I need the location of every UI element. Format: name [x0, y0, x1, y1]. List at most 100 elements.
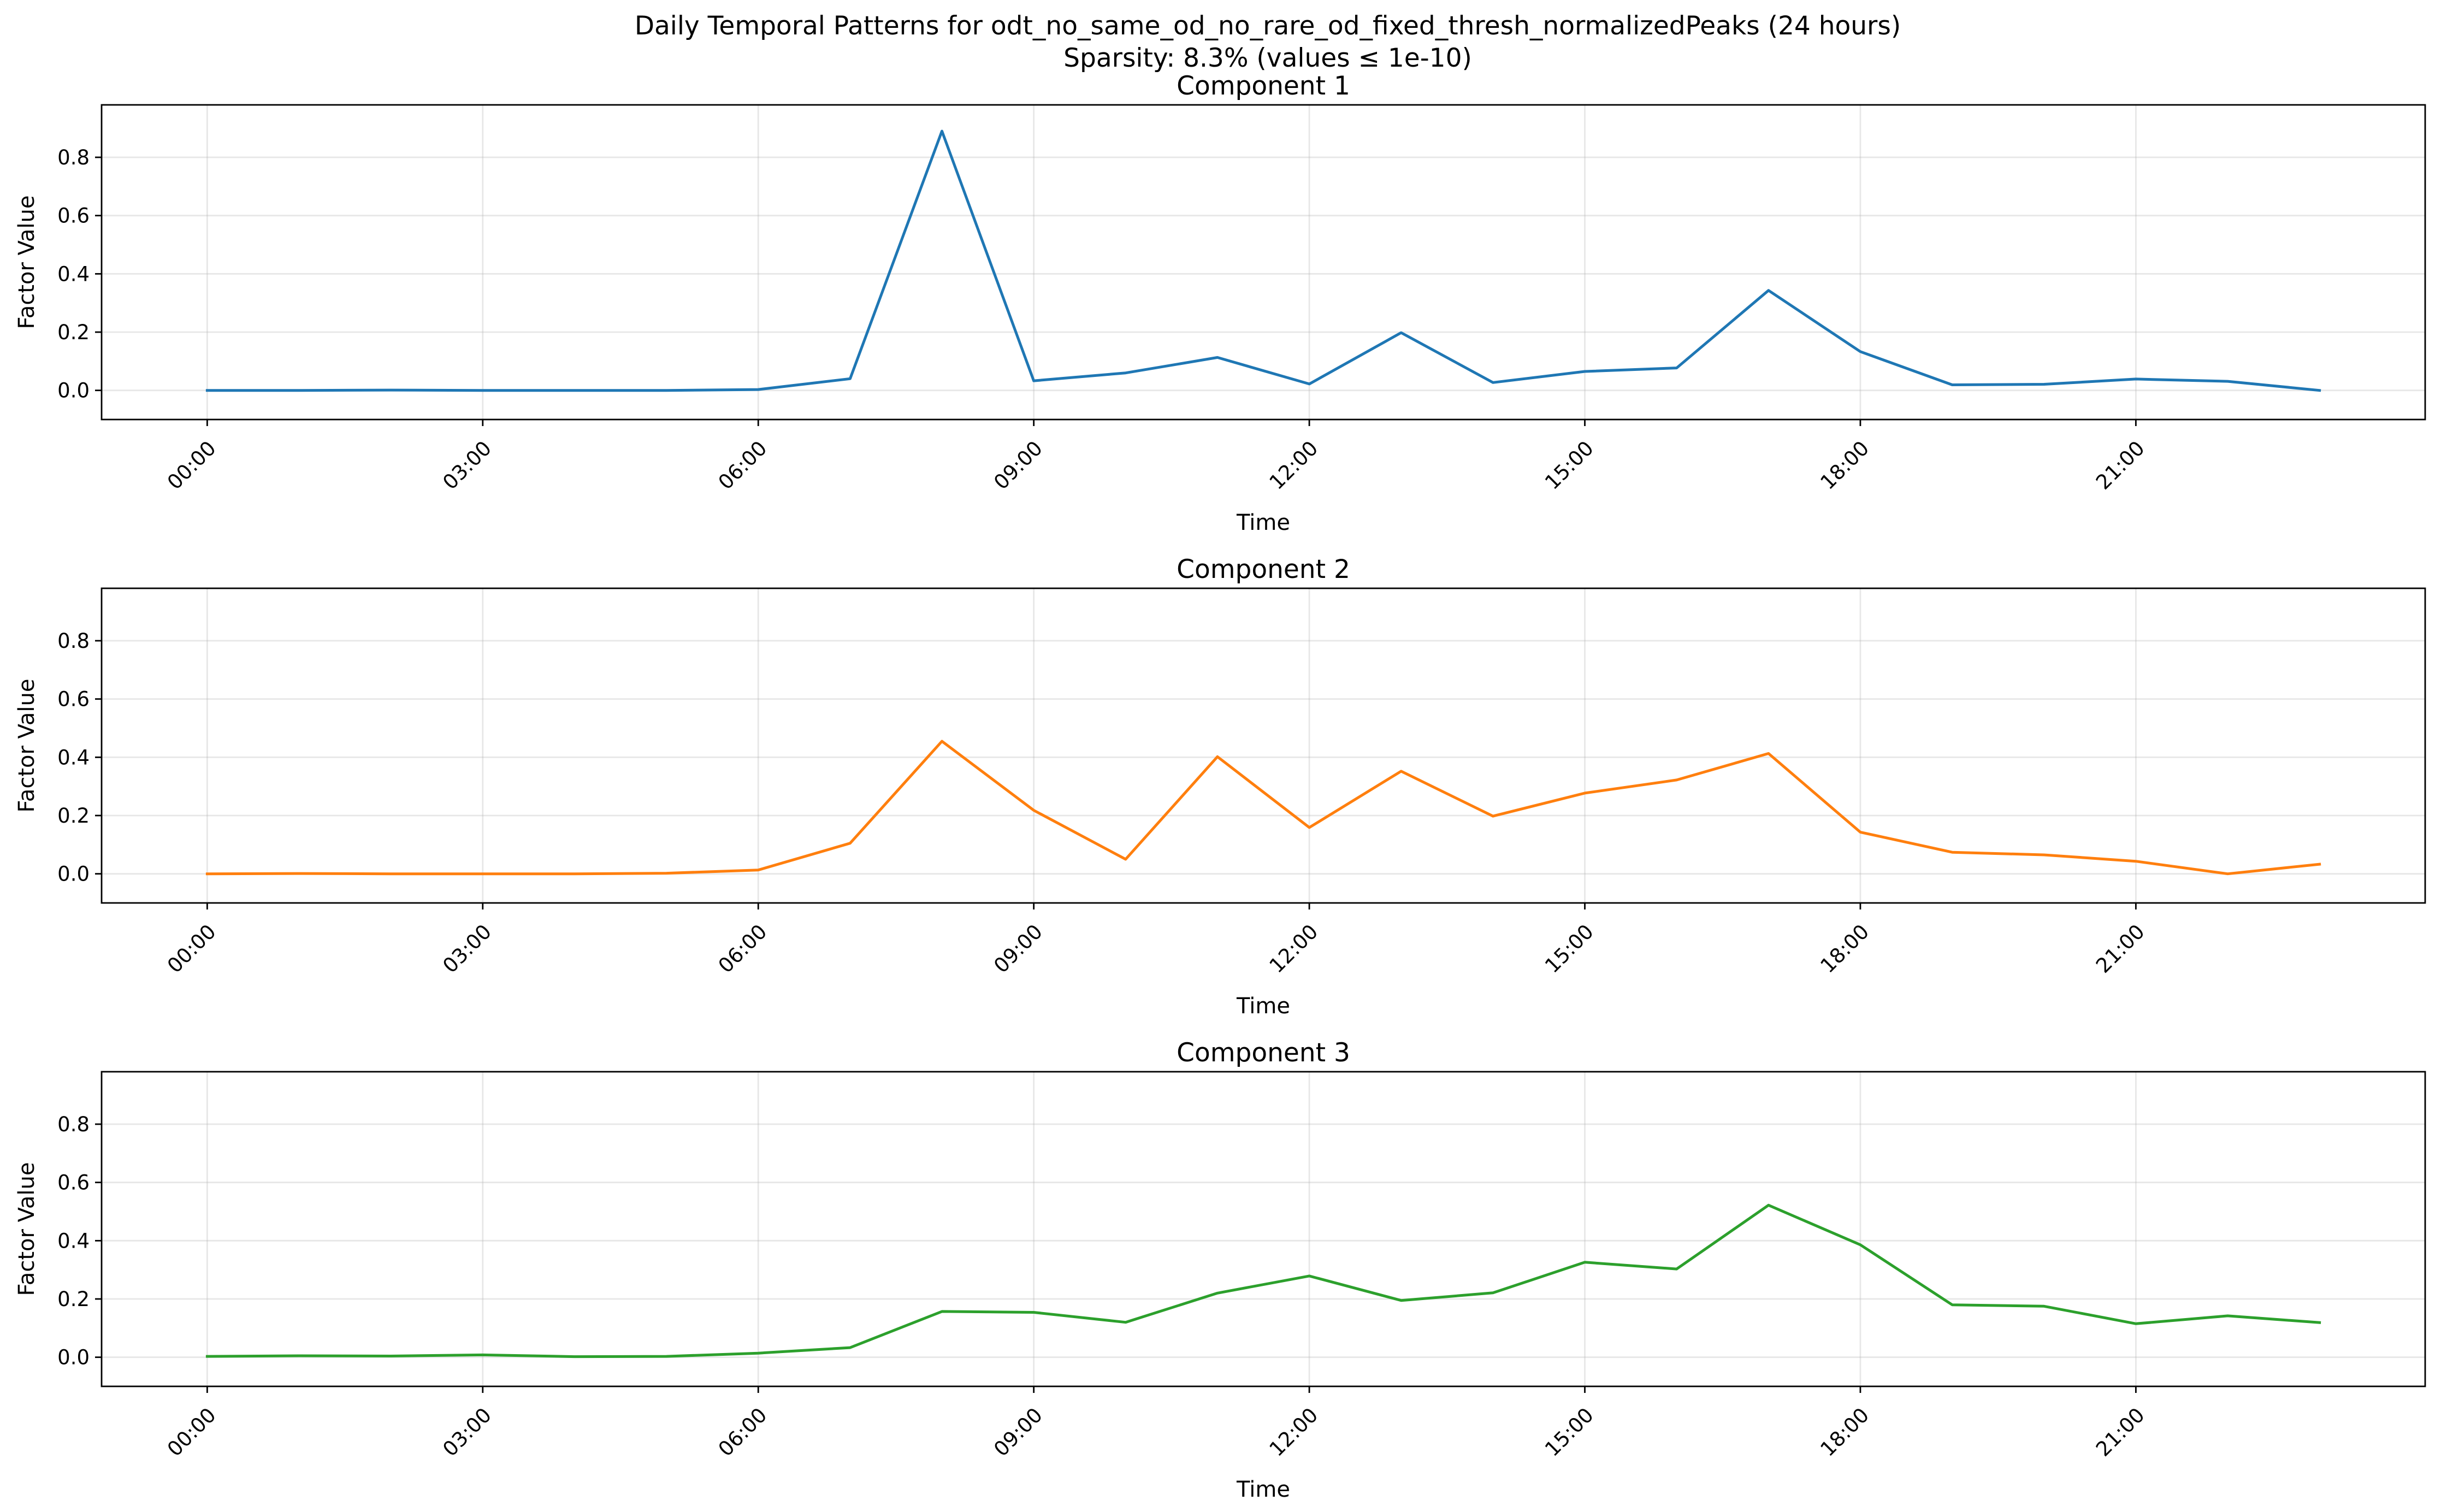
data-point [1308, 1274, 1311, 1278]
data-point [1216, 356, 1219, 359]
data-point [298, 872, 301, 875]
data-point [848, 842, 852, 845]
y-axis-label: Factor Value [14, 196, 39, 329]
data-point [665, 389, 668, 392]
data-point [1124, 371, 1127, 375]
data-point [1399, 1299, 1403, 1302]
data-point [1951, 850, 1954, 854]
data-point [1124, 858, 1127, 861]
data-point [205, 872, 209, 876]
data-point [2042, 1304, 2046, 1308]
series-line [205, 1203, 2321, 1359]
figure-title-line1: Daily Temporal Patterns for odt_no_same_… [635, 11, 1901, 41]
data-point [573, 389, 576, 392]
data-point [1216, 755, 1219, 758]
y-tick-label: 0.0 [57, 379, 90, 403]
data-point [1767, 752, 1770, 755]
y-tick-label: 0.0 [57, 863, 90, 886]
data-point [298, 1354, 301, 1357]
y-tick-label: 0.4 [57, 1229, 90, 1253]
data-point [941, 740, 944, 743]
data-point [573, 1355, 576, 1359]
figure-title-line2: Sparsity: 8.3% (values ≤ 1e-10) [1063, 43, 1472, 73]
data-point [1032, 808, 1036, 812]
axes-frame [101, 587, 2426, 904]
x-axis-label: Time [1236, 1477, 1290, 1502]
data-point [2226, 872, 2229, 876]
y-tick-label: 0.4 [57, 746, 90, 769]
series-line [205, 129, 2321, 392]
data-point [1308, 826, 1311, 829]
subplot-title: Component 2 [1177, 554, 1350, 584]
data-point [298, 389, 301, 392]
series-line [205, 740, 2321, 876]
data-point [1675, 1267, 1678, 1271]
data-point [2134, 377, 2137, 381]
data-point [205, 389, 209, 392]
data-point [481, 1353, 484, 1356]
data-point [2226, 1314, 2229, 1318]
subplot-title: Component 1 [1177, 71, 1350, 101]
data-point [1583, 1261, 1586, 1264]
data-point [1399, 331, 1403, 334]
data-point [756, 388, 760, 391]
data-point [941, 129, 944, 133]
data-point [1951, 1303, 1954, 1307]
data-point [941, 1310, 944, 1313]
y-tick-label: 0.0 [57, 1346, 90, 1369]
data-point [1859, 350, 1862, 353]
data-point [1032, 1311, 1036, 1314]
x-axis-label: Time [1236, 994, 1290, 1019]
data-point [1216, 1291, 1219, 1295]
data-point [848, 377, 852, 380]
data-point [756, 1351, 760, 1355]
x-axis-label: Time [1236, 510, 1290, 535]
data-point [573, 872, 576, 876]
data-point [2042, 853, 2046, 857]
data-point [1675, 778, 1678, 782]
data-point [2318, 863, 2321, 866]
y-tick-label: 0.8 [57, 146, 90, 169]
y-tick-label: 0.2 [57, 1287, 90, 1311]
axes-frame [101, 1071, 2426, 1387]
data-point [389, 1355, 393, 1358]
data-point [1308, 382, 1311, 386]
data-point [1951, 383, 1954, 387]
axes-frame [101, 104, 2426, 421]
y-tick-label: 0.2 [57, 804, 90, 828]
data-point [1124, 1321, 1127, 1324]
data-point [1032, 379, 1036, 382]
data-point [665, 872, 668, 875]
data-point [481, 389, 484, 392]
subplot-title: Component 3 [1177, 1038, 1350, 1068]
data-point [665, 1355, 668, 1358]
data-point [1859, 830, 1862, 834]
data-point [2134, 860, 2137, 863]
y-tick-label: 0.8 [57, 1113, 90, 1136]
data-point [756, 869, 760, 872]
data-point [481, 872, 484, 876]
y-tick-label: 0.6 [57, 1171, 90, 1195]
y-axis-label: Factor Value [14, 1162, 39, 1296]
data-point [848, 1346, 852, 1349]
data-point [1675, 367, 1678, 370]
data-point [389, 872, 393, 876]
data-point [2042, 382, 2046, 386]
y-tick-label: 0.2 [57, 321, 90, 344]
data-point [205, 1355, 209, 1358]
data-point [1399, 770, 1403, 773]
data-point [1767, 1203, 1770, 1207]
data-point [1583, 370, 1586, 373]
data-point [1767, 289, 1770, 292]
data-point [1491, 814, 1494, 818]
data-point [2134, 1322, 2137, 1325]
data-point [1491, 381, 1494, 384]
y-axis-label: Factor Value [14, 679, 39, 813]
data-point [1583, 792, 1586, 795]
y-tick-label: 0.6 [57, 688, 90, 711]
data-point [1491, 1291, 1494, 1295]
data-point [1859, 1243, 1862, 1247]
y-tick-label: 0.6 [57, 204, 90, 228]
